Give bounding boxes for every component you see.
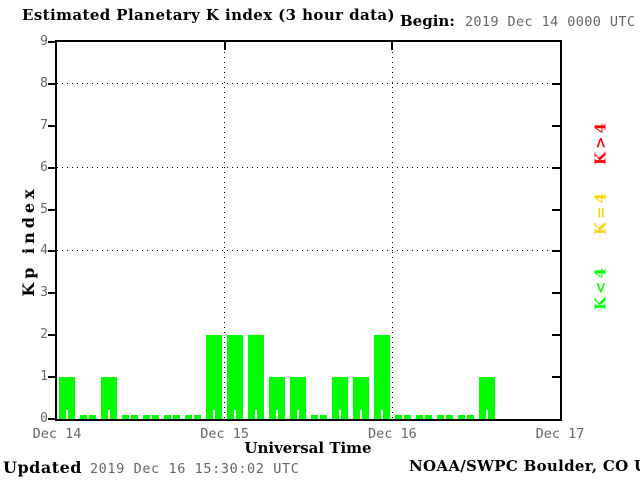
legend-item: K>4 [591,119,610,166]
y-tick-right [552,82,560,85]
kp-bar [415,410,432,419]
minor-tick-notch [66,410,69,419]
minor-tick-notch [380,410,383,419]
kp-bar [269,377,286,419]
kp-bar [101,377,118,419]
credit-text: NOAA/SWPC Boulder, CO USA [409,457,640,475]
kp-bar [227,335,244,419]
gridline-y6 [57,166,560,168]
minor-tick-notch [234,410,237,419]
top-day-tick [223,42,226,50]
y-tick-left [48,292,55,295]
minor-tick-notch [359,410,362,419]
minor-tick-notch [171,410,174,419]
kp-bar [457,410,474,419]
minor-tick-notch [422,410,425,419]
y-tick-label: 9 [40,34,48,49]
kp-bar [478,377,495,419]
kp-bar [80,410,97,419]
y-tick-label: 7 [40,117,48,133]
y-tick-right [552,166,560,169]
minor-tick-notch [276,410,279,419]
begin-timestamp: Begin: 2019 Dec 14 0000 UTC [400,13,635,30]
minor-tick-notch [443,410,446,419]
y-tick-label: 0 [40,411,48,426]
y-tick-label: 5 [40,201,48,217]
kp-bar [310,410,327,419]
y-tick-left [48,82,55,85]
kp-bar [143,410,160,419]
begin-value: 2019 Dec 14 0000 UTC [464,14,636,30]
y-tick-left [48,124,55,127]
top-day-tick [391,42,394,50]
y-tick-left [48,376,55,379]
x-tick-label: Dec 14 [32,426,82,442]
day-boundary-line [224,42,226,419]
y-tick-right [552,124,560,127]
minor-tick-notch [338,410,341,419]
minor-tick-notch [297,410,300,419]
updated-timestamp: Updated 2019 Dec 16 15:30:02 UTC [3,460,299,477]
kp-bar [122,410,139,419]
y-tick-label: 2 [40,327,48,343]
kp-bar [394,410,411,419]
kp-bar [373,335,390,419]
minor-tick-notch [129,410,132,419]
y-tick-right [552,250,560,253]
y-tick-label: 8 [40,75,48,91]
y-tick-left [48,166,55,169]
updated-label: Updated [3,458,82,477]
y-tick-label: 1 [40,369,48,385]
gridline-y8 [57,82,560,84]
y-tick-right [552,208,560,211]
y-tick-left [48,208,55,211]
gridline-y4 [57,250,560,252]
minor-tick-notch [213,410,216,419]
kp-bar [59,377,76,419]
updated-value: 2019 Dec 16 15:30:02 UTC [89,461,300,477]
kp-bar [248,335,265,419]
y-tick-right [552,376,560,379]
kp-bar [206,335,223,419]
y-tick-left [48,334,55,337]
y-tick-left [48,41,55,43]
kp-bar [436,410,453,419]
day-boundary-line [391,42,393,419]
minor-tick-notch [87,410,90,419]
y-tick-label: 4 [40,243,48,259]
kp-bar [290,377,307,419]
chart-title: Estimated Planetary K index (3 hour data… [22,6,396,24]
legend-item: K<4 [591,264,610,311]
kp-bar [185,410,202,419]
x-tick-label: Dec 17 [535,426,585,442]
minor-tick-notch [150,410,153,419]
y-tick-left [48,418,55,420]
y-tick-left [48,250,55,253]
y-tick-label: 6 [40,159,48,175]
y-tick-right [552,334,560,337]
kp-bar [331,377,348,419]
kp-bar [164,410,181,419]
legend-item: K=4 [591,189,610,236]
legend: K>4 K=4 K<4 [566,110,636,330]
begin-label: Begin: [400,12,455,30]
kp-bar [352,377,369,419]
minor-tick-notch [192,410,195,419]
y-tick-label: 3 [40,285,48,301]
y-tick-right [552,292,560,295]
minor-tick-notch [464,410,467,419]
x-axis-title: Universal Time [244,439,372,457]
minor-tick-notch [317,410,320,419]
minor-tick-notch [401,410,404,419]
plot-area [48,40,562,421]
x-tick-label: Dec 16 [367,426,417,442]
minor-tick-notch [255,410,258,419]
x-tick-label: Dec 15 [200,426,250,442]
minor-tick-notch [485,410,488,419]
minor-tick-notch [108,410,111,419]
